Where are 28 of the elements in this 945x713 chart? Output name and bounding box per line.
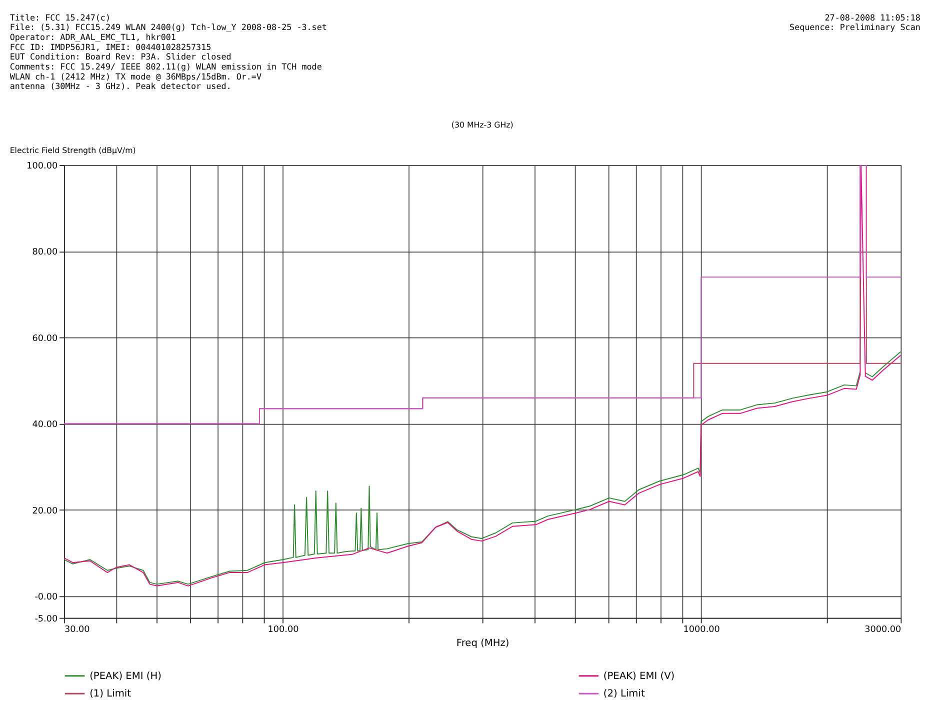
- x-tick-label: 30.00: [64, 625, 90, 636]
- y-tick-label: 80.00: [32, 248, 58, 258]
- y-tick-label: 20.00: [32, 506, 58, 516]
- x-tick-label: 100.00: [268, 625, 300, 636]
- y-tick-label: 60.00: [32, 334, 58, 344]
- y-tick-label: -0.00: [34, 592, 58, 603]
- legend-label: (2) Limit: [603, 688, 645, 700]
- y-tick-label: 100.00: [26, 161, 58, 172]
- legend-label: (1) Limit: [90, 688, 132, 700]
- text: Comments: FCC 15.249/ IEEE 802.11(g) WLAN emission in TCH mode: [10, 62, 322, 72]
- text: Sequence: Preliminary Scan: [790, 22, 920, 32]
- legend-label: (PEAK) EMI (H): [90, 670, 162, 682]
- x-tick-label: 3000.00: [864, 625, 902, 636]
- x-axis-title: Freq (MHz): [456, 638, 510, 649]
- text: Operator: ADR_AAL_EMC_TL1, hkr001: [10, 32, 176, 42]
- y-tick-label: -5.00: [34, 614, 58, 624]
- legend-label: (PEAK) EMI (V): [603, 670, 675, 682]
- text: EUT Condition: Board Rev: P3A. Slider closed: [10, 52, 232, 62]
- text: FCC ID: IMDP56JR1, IMEI: 004401028257315: [10, 42, 212, 52]
- y-axis-title: Electric Field Strength (dBµV/m): [10, 146, 136, 156]
- text: 27-08-2008 11:05:18: [824, 12, 920, 22]
- text: WLAN ch-1 (2412 MHz) TX mode @ 36MBps/15dBm. Or.=V: [10, 71, 262, 82]
- text: antenna (30MHz - 3 GHz). Peak detector used.: [10, 81, 232, 92]
- text: File: (5.31) FCC15.249 WLAN 2400(g) Tch-low_Y 2008-08-25 -3.set: [10, 22, 327, 32]
- y-tick-label: 40.00: [32, 420, 58, 430]
- x-tick-label: 1000.00: [683, 625, 720, 636]
- text: Title: FCC 15.247(c): [10, 12, 110, 22]
- chart-title: (30 MHz-3 GHz): [451, 120, 514, 130]
